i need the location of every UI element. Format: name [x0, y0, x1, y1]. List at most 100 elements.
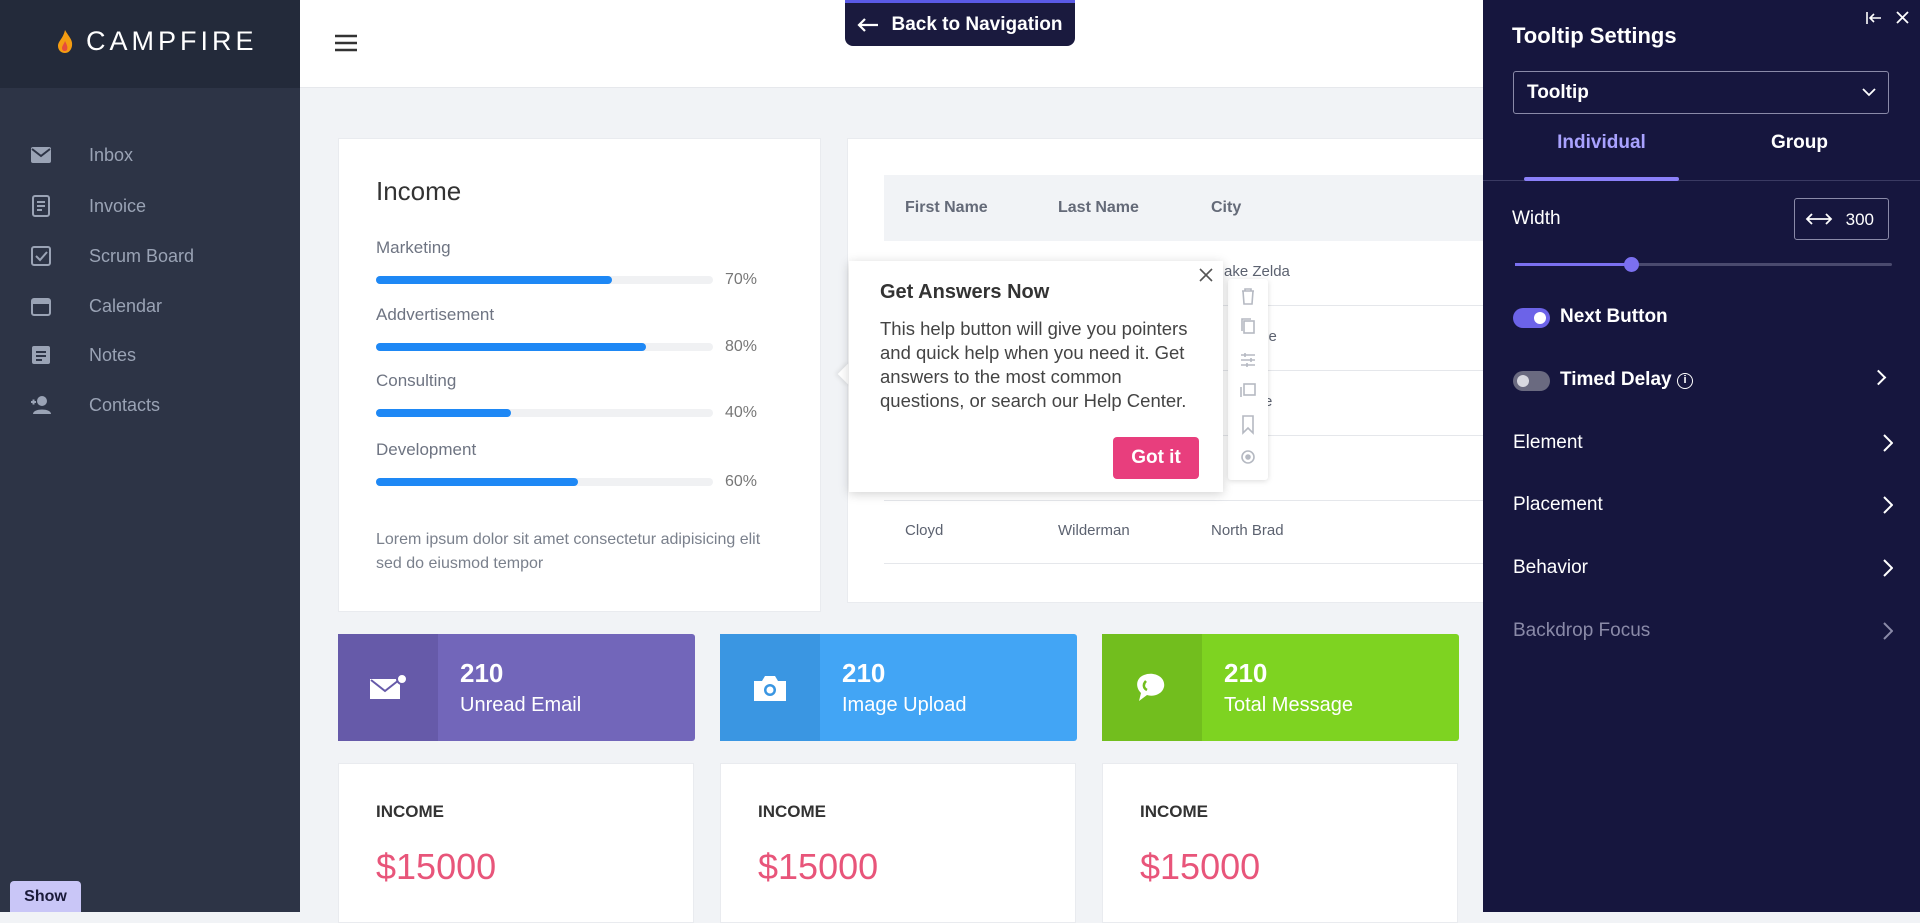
toggle[interactable] [1513, 371, 1550, 391]
slider-knob[interactable] [1624, 257, 1639, 272]
stat-icon [754, 675, 786, 701]
slider-fill [1515, 263, 1631, 266]
settings-panel [1483, 0, 1920, 912]
stat-icon [370, 672, 408, 699]
settings-section[interactable]: Element [1513, 428, 1893, 458]
table-cell: e [1264, 393, 1273, 410]
width-input[interactable]: 300 [1794, 198, 1889, 240]
table-header-cell: First Name [905, 199, 988, 216]
income-mini-amount: $15000 [376, 846, 497, 887]
progress-track [376, 409, 713, 417]
collapse-icon[interactable] [1866, 11, 1882, 25]
progress-label: Development [376, 440, 477, 459]
progress-value: 80% [725, 338, 758, 355]
tooltip-title: Get Answers Now [880, 281, 1050, 303]
stat-icon [1137, 673, 1165, 701]
nav-item[interactable]: Invoice [0, 181, 300, 231]
income-mini-card: INCOME $15000 [1102, 763, 1458, 923]
back-button[interactable]: Back to Navigation [845, 0, 1075, 46]
section-label: Backdrop Focus [1513, 620, 1651, 641]
nav-label: Contacts [89, 394, 161, 415]
toggle-label: Timed Delay [1560, 369, 1672, 390]
logo-bar: CAMPFIRE [0, 0, 300, 88]
tab[interactable]: Group [1771, 132, 1828, 153]
nav-item[interactable]: Notes [0, 330, 300, 380]
nav-label: Notes [89, 344, 137, 365]
got-it-button[interactable]: Got it [1113, 437, 1199, 479]
stat-label: Total Message [1224, 694, 1353, 716]
toggle-knob [1517, 375, 1529, 387]
tab-divider [1483, 180, 1920, 181]
progress-track [376, 343, 713, 351]
table-cell: Wilderman [1058, 522, 1130, 539]
tool-strip [1228, 279, 1268, 480]
income-card [338, 138, 821, 612]
income-mini-title: INCOME [758, 802, 826, 821]
progress-value: 60% [725, 473, 758, 490]
nav-item[interactable]: Calendar [0, 281, 300, 331]
settings-section[interactable]: Backdrop Focus [1513, 616, 1893, 646]
row-divider [884, 563, 1483, 564]
nav-item[interactable]: Contacts [0, 380, 300, 430]
logo-icon [58, 30, 73, 53]
section-label: Behavior [1513, 557, 1588, 578]
info-icon: i [1677, 373, 1693, 389]
progress-fill [376, 276, 612, 284]
progress-fill [376, 343, 646, 351]
back-label: Back to Navigation [891, 13, 1063, 35]
progress-fill [376, 409, 511, 417]
tool-icons[interactable] [1239, 287, 1257, 477]
width-label: Width [1512, 208, 1561, 229]
nav-item[interactable]: Scrum Board [0, 231, 300, 281]
tab-indicator [1524, 177, 1679, 181]
table-cell: ake Zelda [1224, 263, 1290, 280]
progress-track [376, 478, 713, 486]
tooltip: Get Answers Now This help button will gi… [849, 261, 1223, 492]
settings-section[interactable]: Behavior [1513, 553, 1893, 583]
tooltip-body: This help button will give you pointers … [880, 318, 1188, 411]
stat-card: 210 Image Upload [720, 634, 1077, 741]
progress-label: Consulting [376, 371, 457, 390]
stat-card: 210 Unread Email [338, 634, 695, 741]
slider-track[interactable] [1515, 257, 1892, 272]
nav-item[interactable]: Inbox [0, 130, 300, 180]
stat-label: Image Upload [842, 694, 967, 716]
table-header [884, 175, 1483, 241]
select-value: Tooltip [1527, 82, 1589, 103]
progress-value: 40% [725, 404, 758, 421]
income-description: Lorem ipsum dolor sit amet consectetur a… [376, 531, 761, 572]
progress-fill [376, 478, 579, 486]
stat-value: 210 [842, 658, 886, 688]
progress-label: Marketing [376, 238, 451, 257]
stat-label: Unread Email [460, 694, 582, 716]
table-cell: North Brad [1211, 522, 1284, 539]
toggle-knob [1534, 312, 1546, 324]
section-label: Element [1513, 432, 1583, 453]
table-cell: Cloyd [905, 522, 944, 539]
tooltip-close[interactable] [1199, 268, 1213, 282]
income-mini-amount: $15000 [758, 846, 879, 887]
table-header-cell: Last Name [1058, 199, 1139, 216]
nav-label: Inbox [89, 144, 134, 165]
tab[interactable]: Individual [1557, 132, 1646, 153]
type-select[interactable]: Tooltip [1513, 71, 1889, 114]
settings-section[interactable]: Placement [1513, 490, 1893, 520]
income-mini-title: INCOME [376, 802, 444, 821]
section-label: Placement [1513, 494, 1603, 515]
progress-label: Addvertisement [376, 305, 495, 324]
toggle-label: Next Button [1560, 306, 1668, 327]
income-mini-card: INCOME $15000 [720, 763, 1076, 923]
progress-value: 70% [725, 271, 758, 288]
panel-close[interactable] [1896, 11, 1909, 24]
stat-value: 210 [1224, 658, 1268, 688]
income-mini-title: INCOME [1140, 802, 1208, 821]
table-header-cell: City [1211, 199, 1242, 216]
row-divider [884, 500, 1483, 501]
logo-text: CAMPFIRE [86, 26, 258, 56]
show-button[interactable]: Show [10, 881, 81, 912]
nav-label: Invoice [89, 195, 147, 216]
menu-icon[interactable] [335, 34, 357, 52]
settings-title: Tooltip Settings [1512, 23, 1677, 48]
toggle[interactable] [1513, 308, 1550, 328]
income-mini-card: INCOME $15000 [338, 763, 694, 923]
